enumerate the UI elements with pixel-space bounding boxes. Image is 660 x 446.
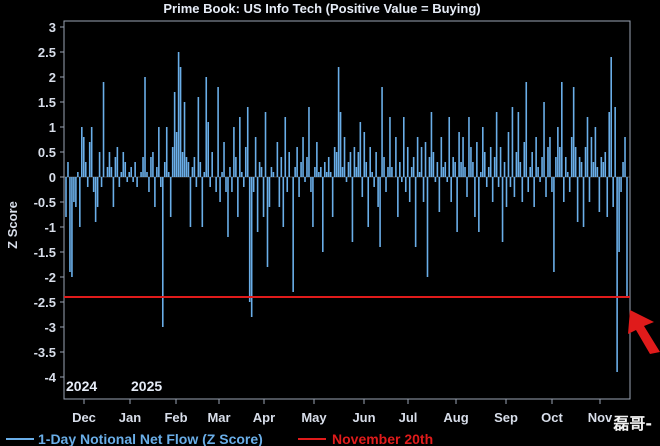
y-tick-label: -3.5 <box>34 345 56 360</box>
y-tick-label: 1.5 <box>38 95 56 110</box>
x-axis: Dec Jan Feb Mar Apr May Jun Jul Aug Sep Oct Nov <box>72 399 613 425</box>
legend-label-flow: 1-Day Notional Net Flow (Z Score) <box>38 431 263 446</box>
x-tick-label: May <box>301 410 327 425</box>
y-tick-label: -3 <box>44 320 56 335</box>
year-label: 2025 <box>131 378 162 394</box>
chart-title: Prime Book: US Info Tech (Positive Value… <box>163 1 480 16</box>
year-labels: 2024 2025 <box>66 378 162 394</box>
x-tick-label: Feb <box>164 410 187 425</box>
y-tick-label: -4 <box>44 370 56 385</box>
legend: 1-Day Notional Net Flow (Z Score) Novemb… <box>6 431 433 446</box>
x-tick-label: Jan <box>119 410 141 425</box>
x-tick-label: Nov <box>588 410 613 425</box>
y-tick-label: -1 <box>44 220 56 235</box>
x-tick-label: Oct <box>541 410 563 425</box>
y-tick-label: -1.5 <box>34 245 56 260</box>
x-tick-label: Aug <box>443 410 468 425</box>
y-tick-label: 0 <box>49 170 56 185</box>
x-tick-label: Dec <box>72 410 96 425</box>
x-tick-label: Apr <box>253 410 275 425</box>
y-tick-label: 2.5 <box>38 45 56 60</box>
y-axis-label: Z Score <box>5 201 20 249</box>
x-tick-label: Mar <box>207 410 230 425</box>
red-arrow-icon <box>628 310 660 354</box>
y-tick-label: 0.5 <box>38 145 56 160</box>
year-label: 2024 <box>66 378 97 394</box>
x-tick-label: Jul <box>399 410 418 425</box>
x-tick-label: Sep <box>494 410 518 425</box>
bar-series <box>65 52 628 372</box>
y-axis: 3 2.5 2 1.5 1 0.5 0 -0.5 -1 -1.5 -2 -2.5 -3 -3.5 -4 <box>34 20 64 385</box>
plot-frame <box>63 20 631 400</box>
y-tick-label: -2.5 <box>34 295 56 310</box>
y-tick-label: 1 <box>49 120 56 135</box>
y-tick-label: -0.5 <box>34 195 56 210</box>
y-tick-label: 3 <box>49 20 56 35</box>
watermark: 磊哥- <box>613 414 652 433</box>
y-tick-label: -2 <box>44 270 56 285</box>
y-tick-label: 2 <box>49 70 56 85</box>
legend-label-november: November 20th <box>332 431 433 446</box>
x-tick-label: Jun <box>352 410 375 425</box>
